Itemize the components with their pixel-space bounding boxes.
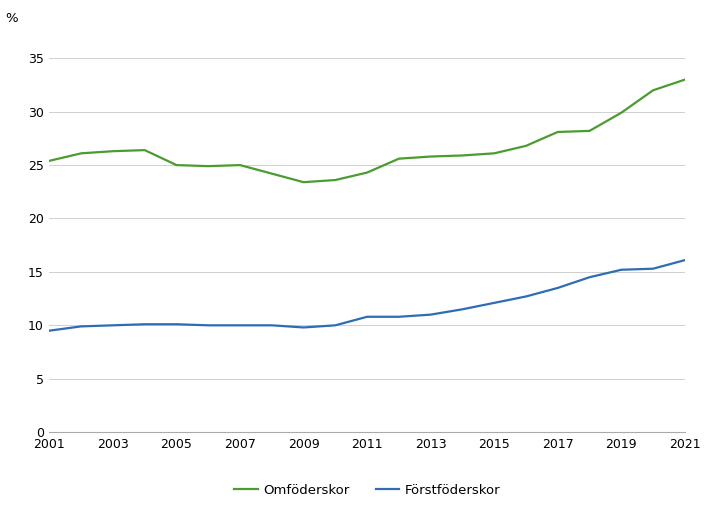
Omföderskor	[331, 177, 340, 183]
Omföderskor	[45, 158, 54, 164]
Förstföderskor	[426, 311, 435, 318]
Förstföderskor	[363, 314, 371, 320]
Förstföderskor	[554, 285, 562, 291]
Line: Omföderskor: Omföderskor	[49, 80, 685, 182]
Förstföderskor	[649, 266, 657, 272]
Förstföderskor	[522, 294, 530, 300]
Förstföderskor	[45, 327, 54, 334]
Omföderskor	[77, 150, 85, 157]
Omföderskor	[204, 163, 213, 169]
Förstföderskor	[109, 322, 117, 328]
Omföderskor	[426, 153, 435, 160]
Förstföderskor	[395, 314, 403, 320]
Förstföderskor	[585, 274, 594, 280]
Omföderskor	[458, 152, 467, 159]
Förstföderskor	[236, 322, 244, 328]
Y-axis label: %: %	[5, 12, 18, 25]
Förstföderskor	[331, 322, 340, 328]
Förstföderskor	[490, 300, 498, 306]
Omföderskor	[172, 162, 181, 168]
Omföderskor	[109, 148, 117, 154]
Omföderskor	[236, 162, 244, 168]
Line: Förstföderskor: Förstföderskor	[49, 260, 685, 330]
Omföderskor	[268, 170, 276, 177]
Omföderskor	[554, 129, 562, 135]
Omföderskor	[490, 150, 498, 157]
Omföderskor	[585, 128, 594, 134]
Omföderskor	[363, 169, 371, 175]
Förstföderskor	[140, 321, 149, 327]
Förstföderskor	[617, 267, 626, 273]
Omföderskor	[522, 143, 530, 149]
Förstföderskor	[268, 322, 276, 328]
Förstföderskor	[681, 257, 689, 264]
Förstföderskor	[172, 321, 181, 327]
Legend: Omföderskor, Förstföderskor: Omföderskor, Förstföderskor	[229, 479, 505, 502]
Omföderskor	[140, 147, 149, 153]
Omföderskor	[299, 179, 308, 186]
Omföderskor	[681, 76, 689, 83]
Förstföderskor	[204, 322, 213, 328]
Förstföderskor	[77, 323, 85, 329]
Omföderskor	[617, 110, 626, 116]
Förstföderskor	[299, 324, 308, 330]
Omföderskor	[649, 87, 657, 93]
Förstföderskor	[458, 306, 467, 313]
Omföderskor	[395, 155, 403, 162]
